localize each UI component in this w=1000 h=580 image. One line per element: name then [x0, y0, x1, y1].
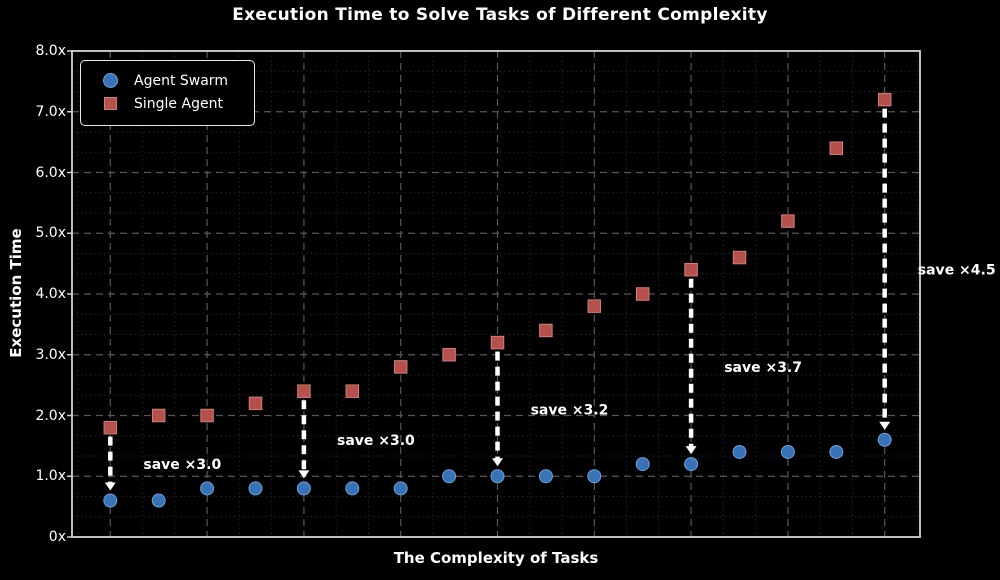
marker-agent-swarm [732, 444, 747, 459]
marker-agent-swarm [684, 457, 699, 472]
savings-label: save ×3.2 [531, 402, 609, 418]
marker-single-agent [877, 92, 892, 107]
marker-agent-swarm [200, 481, 215, 496]
marker-agent-swarm [490, 469, 505, 484]
marker-single-agent [539, 323, 553, 338]
savings-label: save ×3.7 [724, 360, 802, 376]
marker-agent-swarm [248, 481, 263, 496]
legend-item-agent-swarm: Agent Swarm [81, 69, 254, 92]
y-tick-label: 1.0x [35, 468, 66, 485]
marker-single-agent [587, 299, 602, 313]
y-tick-label: 4.0x [35, 286, 66, 302]
y-tick-label: 8.0x [35, 43, 66, 59]
marker-agent-swarm [538, 469, 553, 484]
marker-single-agent [200, 408, 214, 423]
marker-single-agent [393, 360, 408, 374]
marker-single-agent [442, 348, 456, 362]
savings-arrow-head [879, 421, 891, 430]
chart-title: Execution Time to Solve Tasks of Differe… [232, 5, 768, 25]
marker-single-agent [103, 420, 118, 435]
legend-box: Agent Swarm Single Agent [80, 60, 255, 126]
y-tick-label: 2.0x [35, 407, 66, 424]
y-tick-label: 3.0x [35, 346, 66, 363]
marker-single-agent [732, 250, 747, 265]
legend-item-label: Agent Swarm [134, 72, 228, 89]
savings-label: save ×3.0 [143, 457, 221, 473]
savings-arrow-head [104, 482, 116, 491]
savings-arrow-head [685, 446, 697, 455]
marker-single-agent [684, 262, 698, 277]
y-tick-label: 6.0x [35, 164, 66, 181]
marker-single-agent [248, 396, 263, 411]
marker-single-agent [829, 141, 844, 155]
legend-item-single-agent: Single Agent [81, 92, 254, 115]
marker-agent-swarm [393, 481, 408, 496]
savings-arrow-head [492, 458, 503, 467]
y-tick-label: 0x [48, 529, 66, 545]
circle-marker-icon [103, 73, 118, 88]
savings-arrow-head [298, 470, 310, 479]
y-tick-label: 5.0x [35, 225, 66, 242]
marker-agent-swarm [442, 469, 457, 484]
marker-single-agent [490, 335, 505, 350]
marker-single-agent [297, 384, 311, 398]
legend-item-label: Single Agent [134, 95, 223, 112]
marker-single-agent [151, 408, 166, 423]
marker-agent-swarm [635, 457, 650, 472]
marker-agent-swarm [780, 444, 795, 459]
marker-single-agent [781, 214, 795, 228]
y-tick-label: 7.0x [35, 103, 66, 120]
marker-agent-swarm [151, 493, 166, 508]
marker-single-agent [345, 384, 360, 398]
plot-border [71, 50, 921, 538]
marker-agent-swarm [587, 469, 602, 484]
marker-agent-swarm [296, 481, 311, 496]
x-axis-label: The Complexity of Tasks [393, 549, 599, 567]
marker-agent-swarm [829, 444, 844, 459]
savings-label: save ×3.0 [337, 433, 415, 449]
marker-agent-swarm [103, 493, 118, 508]
square-marker-icon [104, 97, 117, 110]
marker-single-agent [635, 287, 650, 301]
marker-agent-swarm [345, 481, 360, 496]
savings-label: save ×4.5 [918, 263, 996, 279]
marker-agent-swarm [877, 432, 892, 447]
